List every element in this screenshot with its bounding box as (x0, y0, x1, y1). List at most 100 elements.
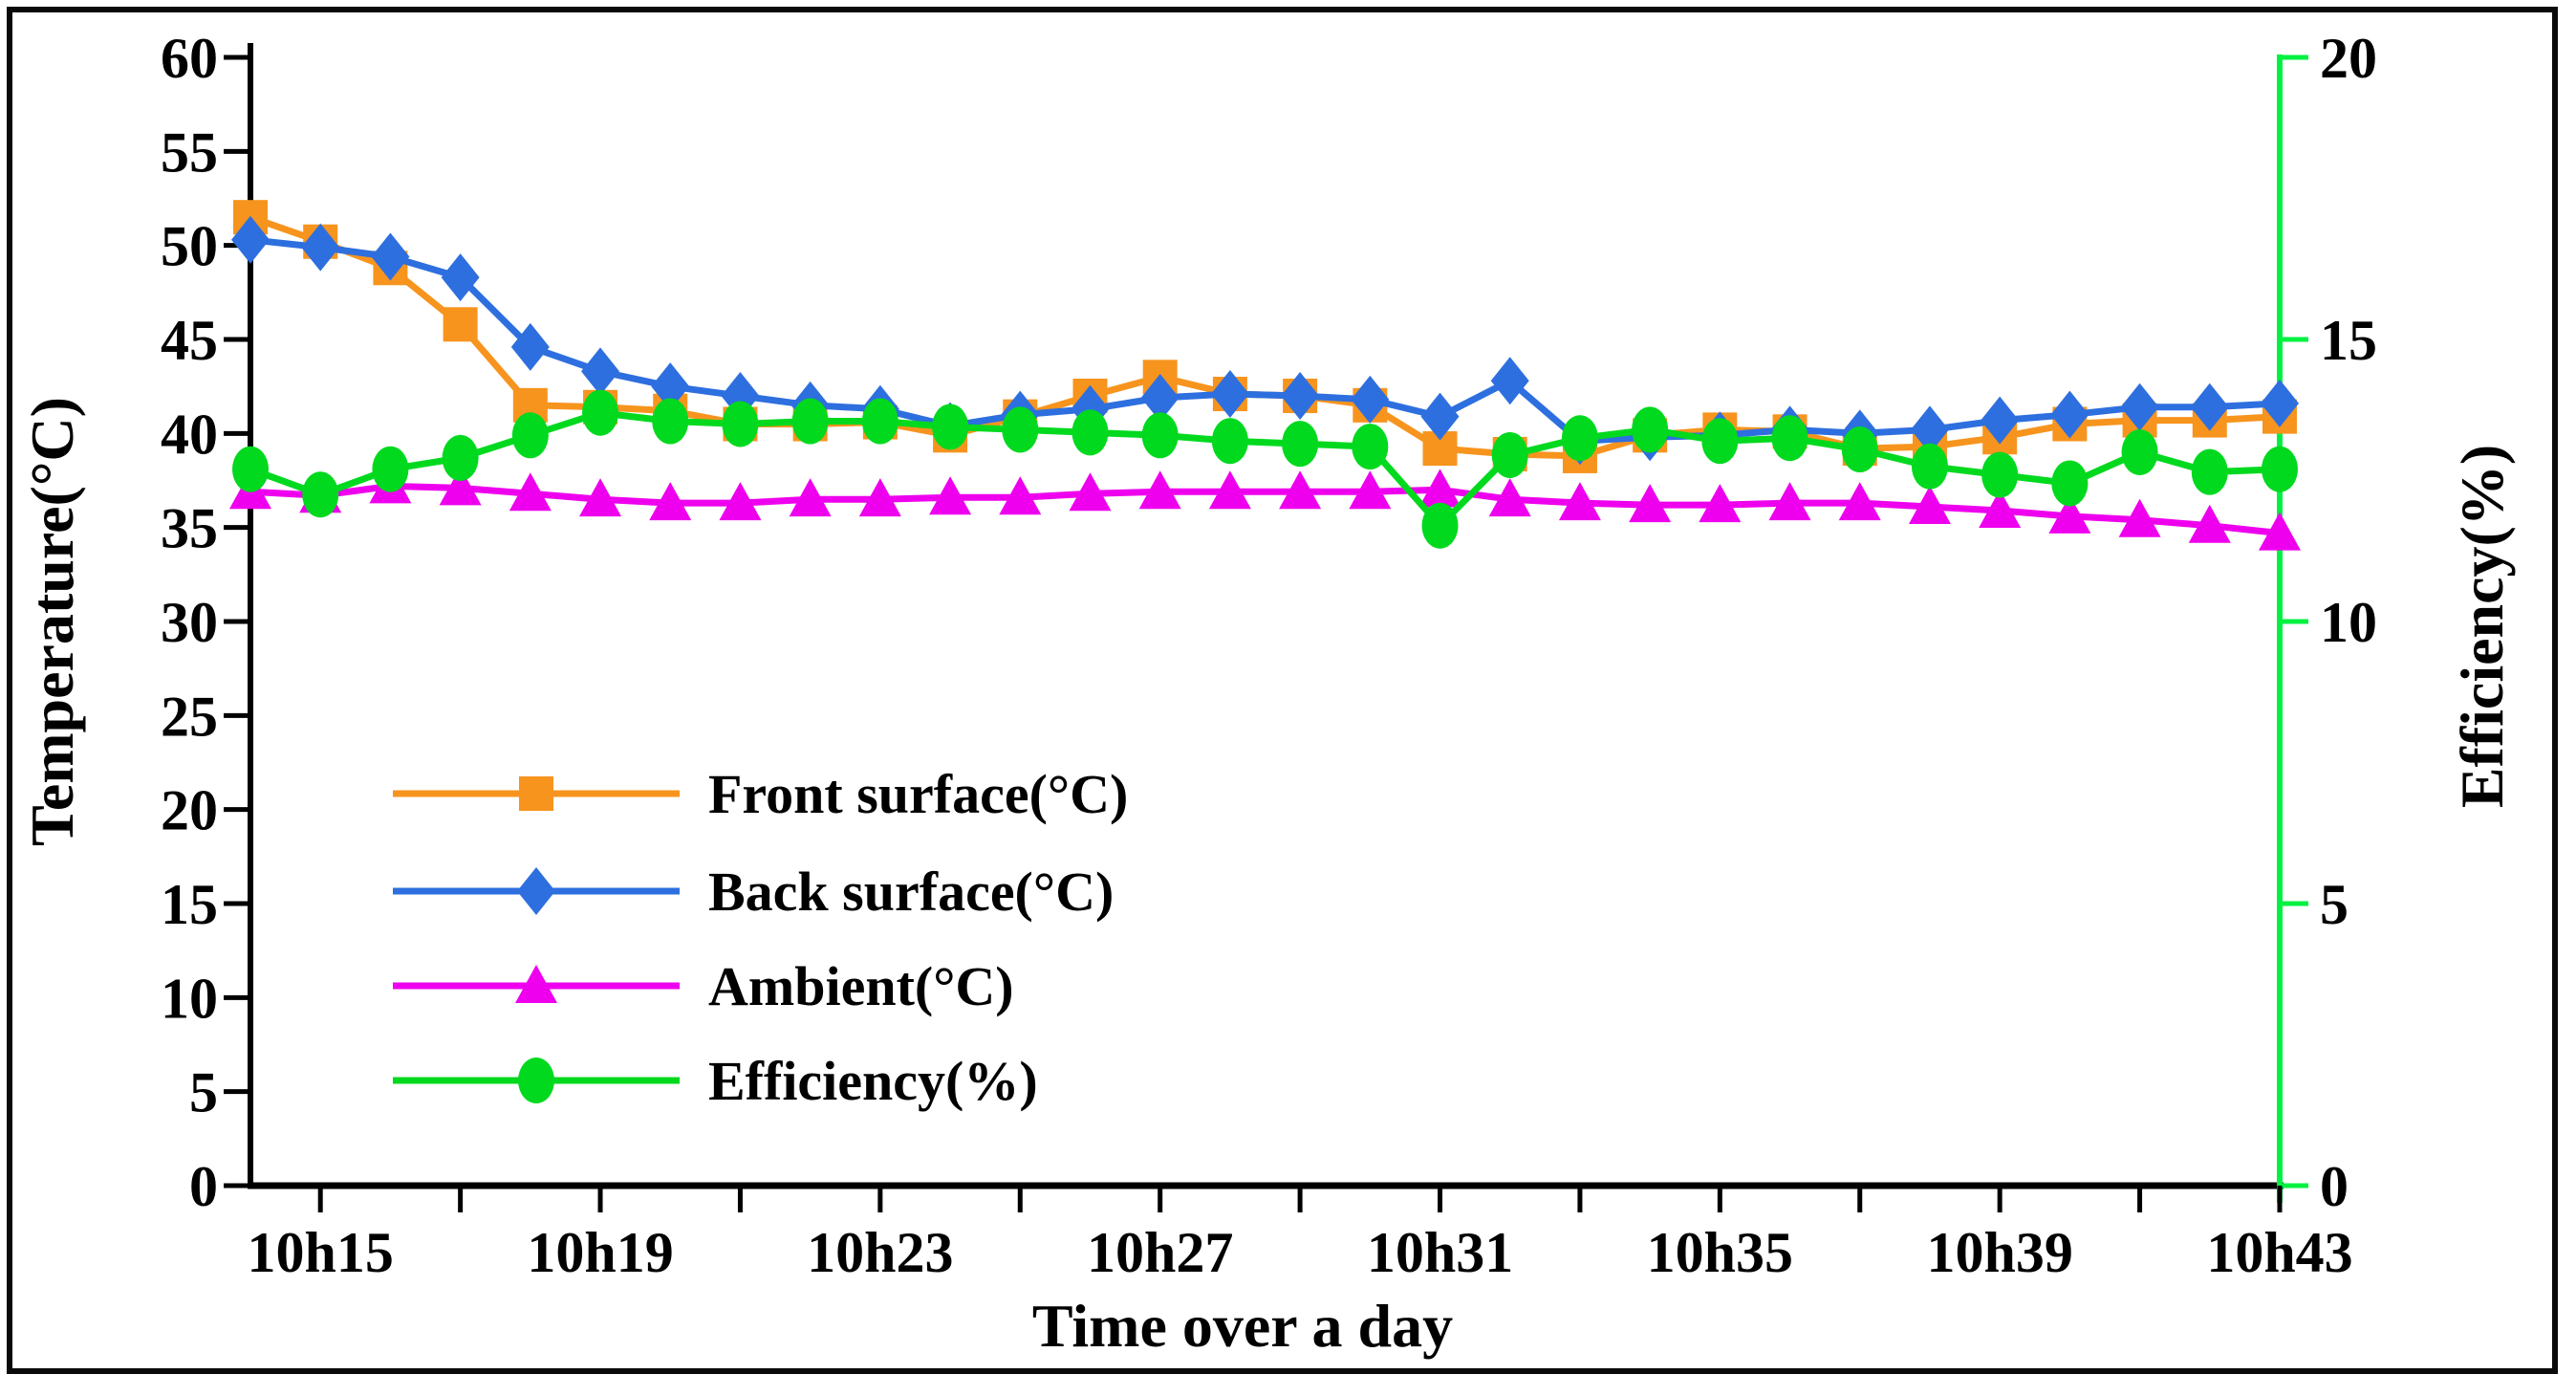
series-ambient-marker (579, 478, 622, 517)
series-ambient-marker (1279, 470, 1322, 510)
x-tick-label: 10h35 (1647, 1221, 1793, 1284)
x-tick-label: 10h39 (1926, 1221, 2072, 1284)
series-back-surface-marker (371, 232, 410, 281)
y-left-tick-label: 25 (161, 685, 218, 748)
y-left-tick-label: 15 (161, 873, 218, 936)
y-axis-title-left: Temperature(°C) (18, 397, 86, 846)
series-efficiency-marker (1491, 431, 1528, 478)
y-left-tick-label: 60 (161, 27, 218, 90)
series-ambient-marker (649, 482, 692, 521)
legend-item-front-surface: Front surface(°C) (393, 763, 1128, 825)
series-ambient-marker (929, 476, 972, 515)
series-efficiency-marker (2051, 460, 2089, 507)
series-back-surface-line (249, 236, 2281, 445)
series-efficiency-marker (652, 398, 689, 445)
y-left-tick-label: 10 (161, 967, 218, 1030)
series-efficiency-marker (372, 446, 409, 492)
series-efficiency-marker (1911, 443, 1948, 490)
series-efficiency-marker (1561, 415, 1598, 462)
series-ambient-marker (1488, 478, 1531, 517)
series-efficiency (232, 389, 2298, 549)
legend: Front surface(°C) Back surface(°C) Ambient… (393, 763, 1128, 1112)
y-left-tick-label: 20 (161, 779, 218, 842)
series-ambient-marker (2259, 512, 2301, 551)
series-ambient-marker (1418, 469, 1461, 508)
series-ambient-marker (1908, 486, 1951, 525)
legend-marker-front-surface (519, 776, 553, 811)
legend-label-back-surface: Back surface(°C) (708, 861, 1114, 923)
legend-item-efficiency: Efficiency(%) (393, 1050, 1038, 1112)
series-ambient-marker (1979, 489, 2022, 528)
series-efficiency-marker (1632, 406, 1669, 453)
series-back-surface-marker (1981, 396, 2020, 445)
y-left-tick-label: 40 (161, 403, 218, 466)
series-front-surface-marker (443, 307, 478, 342)
series-ambient-marker (719, 482, 762, 521)
legend-label-front-surface: Front surface(°C) (708, 763, 1128, 825)
series-ambient-marker (1768, 482, 1811, 521)
y-left-tick-label: 45 (161, 309, 218, 372)
y-right-tick-label: 20 (2320, 27, 2377, 90)
series-ambient-marker (1069, 472, 1112, 512)
series-ambient-marker (439, 467, 482, 506)
y-axis-title-right: Efficiency(%) (2448, 445, 2516, 808)
series-ambient-marker (1629, 484, 1672, 523)
x-axis-title: Time over a day (1032, 1292, 1453, 1360)
y-left-tick-label: 30 (161, 591, 218, 654)
y-right-tick-label: 0 (2320, 1155, 2349, 1218)
series-back-surface-marker (2050, 390, 2089, 439)
series-efficiency-marker (722, 401, 759, 447)
series-efficiency-marker (582, 389, 619, 436)
series-back-surface-marker (441, 253, 480, 302)
series-efficiency-marker (232, 446, 269, 492)
series-ambient-marker (1208, 470, 1251, 510)
series-efficiency-marker (1282, 421, 1319, 468)
x-tick-label: 10h43 (2206, 1221, 2352, 1284)
series-ambient (229, 465, 2301, 551)
series-efficiency-marker (1141, 412, 1179, 459)
legend-label-efficiency: Efficiency(%) (708, 1050, 1038, 1112)
series-ambient-marker (1699, 484, 1742, 523)
series-back-surface-marker (651, 362, 690, 411)
series-efficiency-marker (1771, 415, 1808, 462)
x-tick-label: 10h19 (527, 1221, 673, 1284)
series-efficiency-marker (932, 404, 969, 450)
series-ambient-marker (1138, 470, 1181, 510)
series-efficiency-marker (511, 412, 549, 459)
figure-border (7, 7, 2558, 1374)
legend-item-ambient: Ambient(°C) (393, 955, 1014, 1017)
series-back-surface-marker (2190, 382, 2229, 431)
series-front-surface-line (249, 213, 2281, 460)
series-efficiency-marker (1421, 502, 1459, 549)
series-back-surface-marker (1910, 405, 1949, 454)
series-efficiency-marker (791, 398, 829, 445)
axes: 0 5 10 15 20 25 30 35 40 45 50 55 60 0 5 10 15 20 10h15 10h… (161, 27, 2377, 1284)
y-left-tick-label: 0 (189, 1155, 218, 1218)
series-back-surface-marker (1351, 375, 1390, 424)
series-back-surface-marker (1281, 372, 1320, 420)
series (229, 200, 2301, 551)
series-ambient-marker (1349, 470, 1392, 510)
series-efficiency-marker (442, 434, 479, 481)
series-ambient-marker (1838, 482, 1881, 521)
y-right-tick-label: 5 (2320, 873, 2349, 936)
x-tick-label: 10h23 (807, 1221, 953, 1284)
series-back-surface-marker (581, 347, 620, 396)
series-back-surface-marker (2261, 379, 2299, 427)
series-efficiency-marker (1701, 418, 1739, 465)
series-efficiency-marker (1002, 406, 1039, 453)
series-efficiency-marker (861, 398, 898, 445)
series-back-surface-marker (510, 322, 550, 371)
series-ambient-marker (1558, 482, 1601, 521)
series-efficiency-marker (1841, 426, 1878, 473)
series-efficiency-marker (1072, 409, 1109, 456)
legend-marker-efficiency (518, 1058, 554, 1103)
series-ambient-marker (858, 478, 901, 517)
legend-marker-back-surface (517, 867, 555, 915)
y-left-tick-label: 50 (161, 215, 218, 278)
legend-marker-ambient (515, 965, 557, 1003)
x-tick-label: 10h27 (1087, 1221, 1233, 1284)
series-efficiency-marker (2191, 448, 2228, 495)
